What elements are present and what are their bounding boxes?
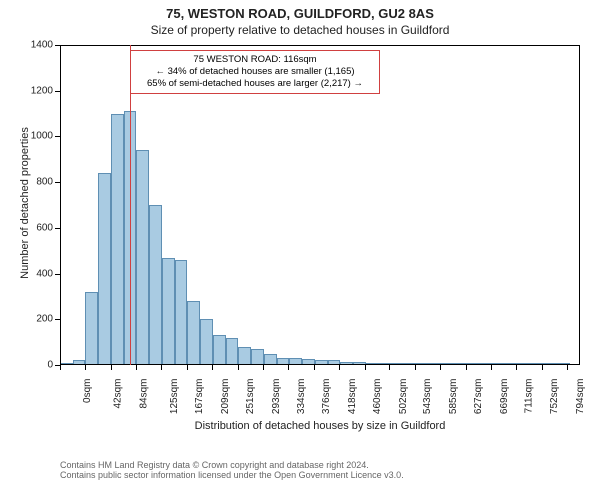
annotation-line: 65% of semi-detached houses are larger (… [137,78,373,90]
footer-attribution: Contains HM Land Registry data © Crown c… [60,460,404,480]
x-tick [491,365,492,370]
x-axis-label: Distribution of detached houses by size … [60,420,580,432]
title-line2: Size of property relative to detached ho… [0,21,600,37]
y-tick-label: 1200 [15,85,53,96]
x-tick-label: 669sqm [499,379,510,415]
x-tick [542,365,543,370]
x-tick [136,365,137,370]
x-tick [238,365,239,370]
annotation-box: 75 WESTON ROAD: 116sqm← 34% of detached … [130,50,380,94]
x-tick-label: 585sqm [448,379,459,415]
x-tick-label: 84sqm [138,379,149,409]
x-tick [212,365,213,370]
y-tick [55,182,60,183]
y-tick-label: 0 [15,360,53,371]
y-tick-label: 200 [15,314,53,325]
x-tick [314,365,315,370]
x-tick-label: 334sqm [296,379,307,415]
x-tick [389,365,390,370]
x-tick-label: 167sqm [194,379,205,415]
x-tick [263,365,264,370]
x-tick-label: 627sqm [474,379,485,415]
x-tick-label: 543sqm [423,379,434,415]
x-tick [466,365,467,370]
x-tick-label: 752sqm [549,379,560,415]
chart-container: 75, WESTON ROAD, GUILDFORD, GU2 8AS Size… [0,0,600,500]
y-axis-label: Number of detached properties [19,123,31,283]
y-tick [55,228,60,229]
x-tick [288,365,289,370]
x-tick-label: 251sqm [245,379,256,415]
x-tick-label: 376sqm [321,379,332,415]
y-tick-label: 1400 [15,40,53,51]
x-tick-label: 42sqm [113,379,124,409]
y-tick [55,45,60,46]
x-tick-label: 460sqm [372,379,383,415]
footer-line2: Contains public sector information licen… [60,470,404,480]
x-tick-label: 794sqm [575,379,586,415]
x-tick [60,365,61,370]
x-tick-label: 125sqm [169,379,180,415]
annotation-line: ← 34% of detached houses are smaller (1,… [137,66,373,78]
y-tick [55,274,60,275]
annotation-line: 75 WESTON ROAD: 116sqm [137,54,373,66]
title-line1: 75, WESTON ROAD, GUILDFORD, GU2 8AS [0,0,600,21]
x-tick-label: 293sqm [271,379,282,415]
x-tick-label: 502sqm [398,379,409,415]
x-tick-label: 711sqm [524,379,535,414]
x-tick [365,365,366,370]
y-tick [55,319,60,320]
x-tick [516,365,517,370]
x-tick-label: 0sqm [82,379,93,403]
x-tick [111,365,112,370]
x-tick [440,365,441,370]
x-tick [567,365,568,370]
footer-line1: Contains HM Land Registry data © Crown c… [60,460,404,470]
x-tick [415,365,416,370]
y-tick [55,91,60,92]
x-tick [187,365,188,370]
x-tick-label: 418sqm [347,379,358,415]
x-tick [161,365,162,370]
x-tick [339,365,340,370]
x-tick [85,365,86,370]
x-tick-label: 209sqm [220,379,231,415]
y-tick [55,136,60,137]
